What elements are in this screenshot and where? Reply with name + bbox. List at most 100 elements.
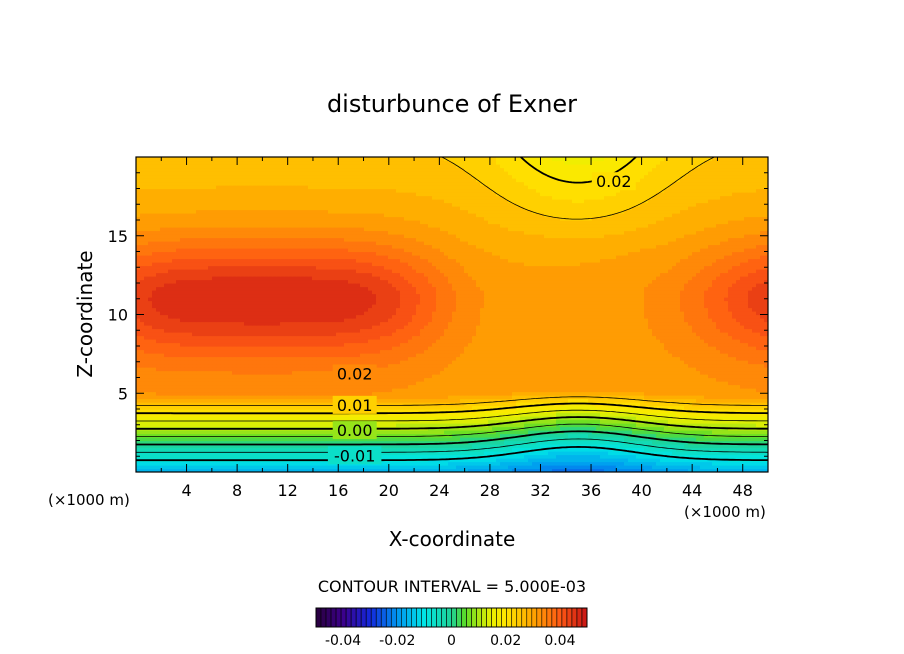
contour-fill-cell <box>244 391 249 396</box>
contour-fill-cell <box>708 363 713 368</box>
contour-fill-cell <box>652 370 657 375</box>
contour-fill-cell <box>616 440 621 445</box>
contour-fill-cell <box>528 363 533 368</box>
contour-fill-cell <box>536 468 541 472</box>
contour-fill-cell <box>724 465 729 470</box>
contour-fill-cell <box>716 465 721 470</box>
contour-fill-cell <box>652 454 657 459</box>
contour-fill-cell <box>216 412 221 417</box>
contour-fill-cell <box>448 454 453 459</box>
contour-fill-cell <box>168 465 173 470</box>
contour-fill-cell <box>712 395 717 400</box>
contour-fill-cell <box>532 363 537 368</box>
contour-fill-cell <box>400 447 405 452</box>
contour-fill-cell <box>704 423 709 428</box>
contour-fill-cell <box>260 444 265 449</box>
contour-fill-cell <box>424 374 429 379</box>
contour-fill-cell <box>636 377 641 382</box>
contour-fill-cell <box>256 433 261 438</box>
contour-fill-cell <box>700 461 705 466</box>
contour-fill-cell <box>724 461 729 466</box>
contour-fill-cell <box>148 363 153 368</box>
contour-fill-cell <box>240 423 245 428</box>
contour-fill-cell <box>532 367 537 372</box>
contour-fill-cell <box>492 391 497 396</box>
contour-fill-cell <box>496 370 501 375</box>
contour-fill-cell <box>460 377 465 382</box>
contour-fill-cell <box>216 433 221 438</box>
contour-fill-cell <box>248 433 253 438</box>
contour-fill-cell <box>488 433 493 438</box>
contour-fill-cell <box>252 405 257 410</box>
contour-fill-cell <box>504 367 509 372</box>
contour-fill-cell <box>224 388 229 393</box>
contour-fill-cell <box>440 430 445 435</box>
contour-fill-cell <box>572 440 577 445</box>
contour-fill-cell <box>664 468 669 472</box>
contour-fill-cell <box>388 370 393 375</box>
contour-fill-cell <box>724 412 729 417</box>
contour-fill-cell <box>488 412 493 417</box>
contour-fill-cell <box>728 381 733 386</box>
contour-fill-cell <box>632 388 637 393</box>
contour-fill-cell <box>636 395 641 400</box>
contour-fill-cell <box>740 447 745 452</box>
contour-fill-cell <box>200 416 205 421</box>
contour-fill-cell <box>364 444 369 449</box>
contour-fill-cell <box>568 377 573 382</box>
contour-fill-cell <box>236 412 241 417</box>
contour-fill-cell <box>760 398 765 403</box>
contour-fill-cell <box>152 419 157 424</box>
contour-fill-cell <box>376 377 381 382</box>
contour-fill-cell <box>424 433 429 438</box>
contour-fill-cell <box>164 374 169 379</box>
contour-fill-cell <box>412 391 417 396</box>
contour-fill-cell <box>296 465 301 470</box>
contour-fill-cell <box>400 395 405 400</box>
contour-fill-cell <box>640 461 645 466</box>
contour-fill-cell <box>580 433 585 438</box>
contour-fill-cell <box>488 377 493 382</box>
contour-fill-cell <box>440 377 445 382</box>
contour-fill-cell <box>284 367 289 372</box>
contour-fill-cell <box>312 391 317 396</box>
contour-fill-cell <box>628 405 633 410</box>
contour-fill-cell <box>316 461 321 466</box>
contour-fill-cell <box>304 391 309 396</box>
contour-fill-cell <box>504 468 509 472</box>
contour-fill-cell <box>224 416 229 421</box>
contour-fill-cell <box>752 451 757 456</box>
contour-fill-cell <box>472 391 477 396</box>
contour-fill-cell <box>484 360 489 365</box>
contour-fill-cell <box>432 374 437 379</box>
contour-fill-cell <box>140 412 145 417</box>
contour-fill-cell <box>660 402 665 407</box>
contour-fill-cell <box>588 409 593 414</box>
contour-fill-cell <box>164 370 169 375</box>
contour-fill-cell <box>276 433 281 438</box>
contour-fill-cell <box>708 395 713 400</box>
contour-fill-cell <box>728 395 733 400</box>
contour-fill-cell <box>252 440 257 445</box>
contour-fill-cell <box>492 433 497 438</box>
contour-fill-cell <box>584 374 589 379</box>
contour-fill-cell <box>712 451 717 456</box>
contour-fill-cell <box>576 423 581 428</box>
contour-fill-cell <box>532 402 537 407</box>
contour-fill-cell <box>456 461 461 466</box>
contour-fill-cell <box>476 440 481 445</box>
contour-fill-cell <box>400 444 405 449</box>
contour-fill-cell <box>148 405 153 410</box>
contour-fill-cell <box>740 440 745 445</box>
contour-fill-cell <box>752 430 757 435</box>
contour-fill-cell <box>648 447 653 452</box>
contour-fill-cell <box>196 444 201 449</box>
contour-fill-cell <box>536 440 541 445</box>
contour-fill-cell <box>216 451 221 456</box>
contour-fill-cell <box>516 381 521 386</box>
contour-fill-cell <box>696 370 701 375</box>
contour-fill-cell <box>584 440 589 445</box>
contour-fill-cell <box>408 444 413 449</box>
contour-fill-cell <box>240 468 245 472</box>
contour-fill-cell <box>288 440 293 445</box>
